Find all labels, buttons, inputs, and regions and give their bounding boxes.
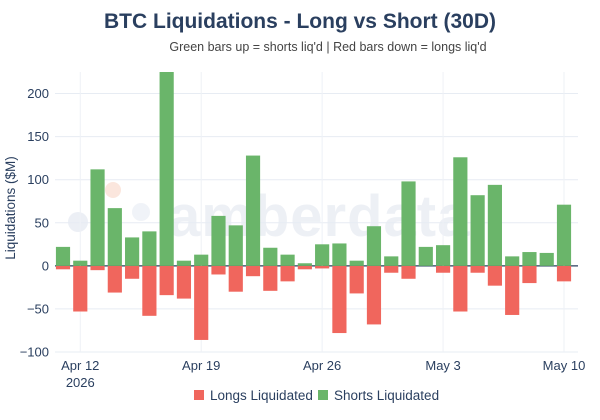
bar-longs (522, 265, 537, 284)
bars (55, 72, 572, 340)
bar-longs (159, 265, 174, 296)
bar-longs (73, 265, 88, 312)
bar-shorts (435, 245, 451, 266)
bar-shorts (263, 247, 278, 266)
bar-shorts (142, 231, 157, 266)
bar-shorts (315, 244, 330, 266)
bar-longs (176, 265, 192, 299)
x-tick-label: May 10 (543, 358, 586, 373)
grid (55, 72, 578, 353)
bar-shorts (366, 226, 382, 266)
watermark-logo-dot-light (132, 203, 150, 221)
y-tick-label: 50 (35, 215, 49, 230)
bar-shorts (522, 252, 537, 266)
y-tick-label: −50 (27, 301, 49, 316)
bar-longs (349, 265, 364, 294)
bar-shorts (487, 184, 502, 266)
bar-longs (55, 265, 71, 270)
bar-shorts (90, 169, 105, 266)
x-tick-label: Apr 12 (61, 358, 99, 373)
bar-shorts (349, 260, 364, 266)
y-tick-label: 200 (27, 86, 49, 101)
legend-label-shorts: Shorts Liquidated (334, 388, 439, 403)
bar-longs (435, 265, 451, 273)
bar-shorts (401, 181, 416, 266)
bar-longs (245, 265, 261, 277)
bar-shorts (384, 256, 399, 266)
bar-shorts (280, 254, 295, 266)
bar-longs (384, 265, 399, 273)
y-tick-label: 0 (42, 258, 49, 273)
bar-shorts (125, 237, 140, 266)
bar-longs (556, 265, 572, 282)
bar-shorts (245, 155, 261, 266)
bar-longs (211, 265, 226, 275)
bar-longs (107, 265, 122, 293)
bar-longs (470, 265, 485, 273)
bar-longs (453, 265, 468, 312)
bar-shorts (453, 157, 468, 266)
bar-shorts (176, 260, 192, 266)
y-tick-label: −100 (20, 345, 49, 360)
bar-longs (194, 265, 209, 340)
x-tick-sublabel: 2026 (66, 375, 95, 390)
bar-longs (228, 265, 243, 292)
chart-subtitle: Green bars up = shorts liq'd | Red bars … (169, 40, 486, 54)
bar-shorts (332, 243, 347, 266)
bar-longs (366, 265, 382, 325)
chart-title: BTC Liquidations - Long vs Short (30D) (104, 10, 496, 33)
y-tick-label: 100 (27, 172, 49, 187)
bar-longs (487, 265, 502, 286)
bar-shorts (556, 204, 572, 266)
bar-shorts (159, 72, 174, 266)
bar-shorts (194, 254, 209, 266)
bar-shorts (539, 252, 554, 266)
bar-longs (297, 265, 312, 270)
bar-shorts (297, 263, 312, 266)
y-tick-label: 150 (27, 129, 49, 144)
bar-longs (125, 265, 140, 279)
x-tick-label: Apr 19 (182, 358, 220, 373)
x-ticks: Apr 12 2026 Apr 19 Apr 26 May 3 May 10 (61, 358, 585, 390)
bar-longs (401, 265, 416, 279)
y-axis-label: Liquidations ($M) (3, 156, 18, 260)
y-ticks: −100 −50 0 50 100 150 200 (20, 86, 49, 359)
bar-shorts (470, 195, 485, 266)
legend-label-longs: Longs Liquidated (210, 388, 313, 403)
bar-longs (263, 265, 278, 291)
legend-swatch-shorts (318, 390, 328, 400)
bar-longs (332, 265, 347, 334)
bar-shorts (211, 215, 226, 266)
bar-shorts (55, 246, 71, 266)
bar-longs (90, 265, 105, 271)
legend: Longs Liquidated Shorts Liquidated (194, 388, 439, 403)
x-tick-label: Apr 26 (303, 358, 341, 373)
watermark-logo-dot-blue (68, 212, 88, 232)
bar-shorts (107, 208, 122, 266)
bar-shorts (228, 225, 243, 266)
bar-shorts (73, 260, 88, 266)
bar-longs (505, 265, 520, 315)
watermark-logo-dot-orange (105, 182, 121, 198)
bar-longs (280, 265, 295, 282)
bar-shorts (418, 246, 433, 266)
legend-swatch-longs (194, 390, 204, 400)
bar-shorts (505, 256, 520, 266)
x-tick-label: May 3 (425, 358, 460, 373)
bar-longs (315, 265, 330, 269)
bar-longs (142, 265, 157, 316)
